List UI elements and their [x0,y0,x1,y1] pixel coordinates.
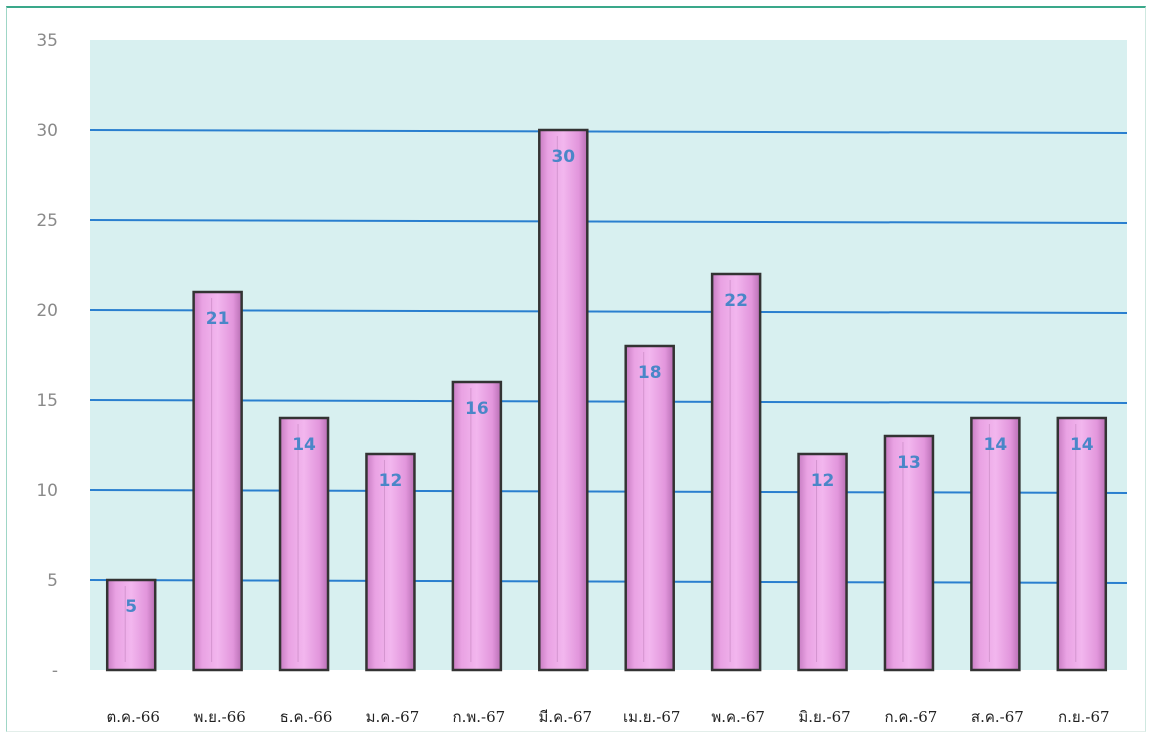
bar [883,434,935,672]
y-tick-label: 15 [36,391,58,411]
x-tick-label: เม.ย.-67 [623,708,681,726]
x-tick-label: มี.ค.-67 [538,708,592,726]
y-tick-label: - [52,661,58,681]
x-tick-label: พ.ค.-67 [711,708,765,726]
x-tick-label: ม.ค.-67 [366,708,420,726]
bar [710,272,762,672]
plot-area [90,40,1127,670]
data-label: 12 [379,471,403,491]
data-label: 16 [465,399,489,419]
y-tick-label: 20 [36,301,58,321]
y-tick-label: 30 [36,121,58,141]
data-label: 12 [811,471,835,491]
bar [451,380,503,672]
gridline [89,489,1128,494]
gridline [89,129,1128,134]
gridline [89,309,1128,314]
x-tick-label: มิ.ย.-67 [798,708,850,726]
x-tick-label: ส.ค.-67 [971,708,1024,726]
data-label: 18 [638,363,662,383]
x-tick-label: ก.ค.-67 [885,708,938,726]
gridline [89,579,1128,584]
gridline [89,219,1128,224]
bar [278,416,330,672]
bar [365,452,416,672]
data-label: 14 [292,435,316,455]
data-label: 30 [551,147,575,167]
bar [797,452,848,672]
y-tick-label: 35 [36,31,58,51]
x-tick-label: ต.ค.-66 [106,708,159,726]
bar [624,344,675,672]
data-label: 5 [125,597,137,617]
x-tick-label: ก.พ.-67 [453,708,506,726]
data-label: 22 [724,291,748,311]
gridline [89,399,1128,404]
bar [538,128,589,672]
data-label: 14 [984,435,1008,455]
y-tick-label: 5 [47,571,58,591]
bar [105,578,157,672]
data-label: 14 [1070,435,1094,455]
bar [192,290,243,672]
x-tick-label: ธ.ค.-66 [280,708,333,726]
x-tick-label: พ.ย.-66 [193,708,245,726]
data-label: 21 [206,309,230,329]
y-tick-label: 10 [36,481,58,501]
y-tick-label: 25 [36,211,58,231]
data-label: 13 [897,453,921,473]
bar [970,416,1021,672]
x-tick-label: ก.ย.-67 [1058,708,1110,726]
bar [1056,416,1108,672]
